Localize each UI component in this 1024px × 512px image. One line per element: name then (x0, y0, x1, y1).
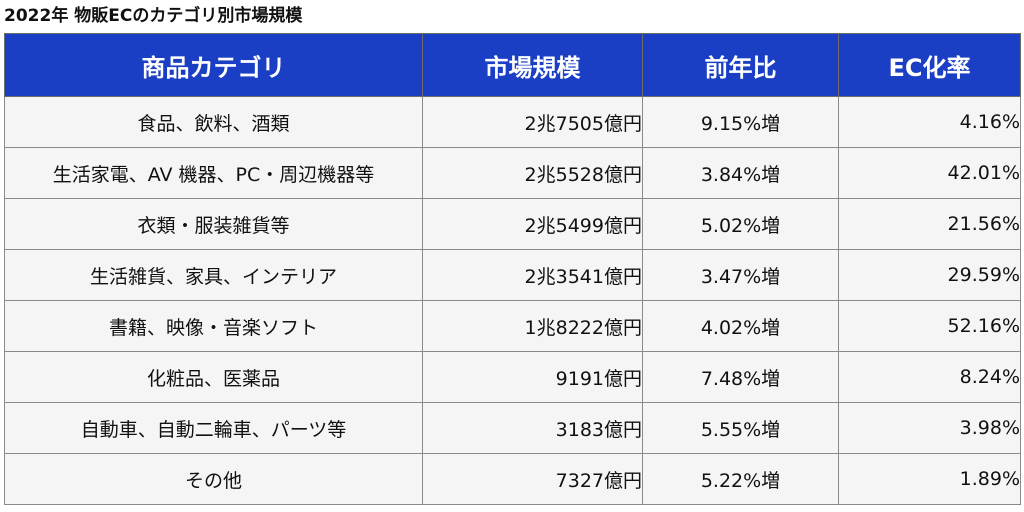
cell-market-size: 2兆5528億円 (422, 147, 643, 199)
market-size-table: 商品カテゴリ 市場規模 前年比 EC化率 食品、飲料、酒類 2兆7505億円 9… (4, 33, 1021, 505)
cell-market-size: 9191億円 (422, 351, 643, 403)
table-row: 書籍、映像・音楽ソフト 1兆8222億円 4.02%増 52.16% (4, 300, 1021, 352)
cell-ec-rate: 29.59% (838, 249, 1021, 301)
cell-ec-rate: 8.24% (838, 351, 1021, 403)
table-row: 衣類・服装雑貨等 2兆5499億円 5.02%増 21.56% (4, 198, 1021, 250)
table-row: 生活家電、AV 機器、PC・周辺機器等 2兆5528億円 3.84%増 42.0… (4, 147, 1021, 199)
cell-yoy: 5.02%増 (642, 198, 839, 250)
cell-yoy: 7.48%増 (642, 351, 839, 403)
cell-category: 自動車、自動二輪車、パーツ等 (4, 402, 423, 454)
cell-yoy: 9.15%増 (642, 96, 839, 148)
cell-ec-rate: 3.98% (838, 402, 1021, 454)
cell-ec-rate: 1.89% (838, 453, 1021, 505)
cell-market-size: 3183億円 (422, 402, 643, 454)
cell-category: 生活家電、AV 機器、PC・周辺機器等 (4, 147, 423, 199)
cell-yoy: 5.55%増 (642, 402, 839, 454)
table-header-row: 商品カテゴリ 市場規模 前年比 EC化率 (4, 33, 1021, 97)
cell-category: 生活雑貨、家具、インテリア (4, 249, 423, 301)
cell-category: 食品、飲料、酒類 (4, 96, 423, 148)
cell-ec-rate: 52.16% (838, 300, 1021, 352)
cell-market-size: 2兆7505億円 (422, 96, 643, 148)
cell-category: 化粧品、医薬品 (4, 351, 423, 403)
cell-category: 衣類・服装雑貨等 (4, 198, 423, 250)
cell-ec-rate: 42.01% (838, 147, 1021, 199)
cell-category: 書籍、映像・音楽ソフト (4, 300, 423, 352)
page-title: 2022年 物販ECのカテゴリ別市場規模 (4, 6, 303, 26)
cell-ec-rate: 21.56% (838, 198, 1021, 250)
header-market-size: 市場規模 (422, 33, 643, 97)
cell-yoy: 5.22%増 (642, 453, 839, 505)
table-row: その他 7327億円 5.22%増 1.89% (4, 453, 1021, 505)
cell-yoy: 4.02%増 (642, 300, 839, 352)
cell-yoy: 3.84%増 (642, 147, 839, 199)
header-ec-rate: EC化率 (838, 33, 1021, 97)
cell-market-size: 1兆8222億円 (422, 300, 643, 352)
table-row: 自動車、自動二輪車、パーツ等 3183億円 5.55%増 3.98% (4, 402, 1021, 454)
cell-yoy: 3.47%増 (642, 249, 839, 301)
table-row: 生活雑貨、家具、インテリア 2兆3541億円 3.47%増 29.59% (4, 249, 1021, 301)
table-row: 化粧品、医薬品 9191億円 7.48%増 8.24% (4, 351, 1021, 403)
cell-market-size: 2兆3541億円 (422, 249, 643, 301)
header-yoy: 前年比 (642, 33, 839, 97)
cell-category: その他 (4, 453, 423, 505)
table-row: 食品、飲料、酒類 2兆7505億円 9.15%増 4.16% (4, 96, 1021, 148)
cell-ec-rate: 4.16% (838, 96, 1021, 148)
cell-market-size: 7327億円 (422, 453, 643, 505)
cell-market-size: 2兆5499億円 (422, 198, 643, 250)
header-category: 商品カテゴリ (4, 33, 423, 97)
